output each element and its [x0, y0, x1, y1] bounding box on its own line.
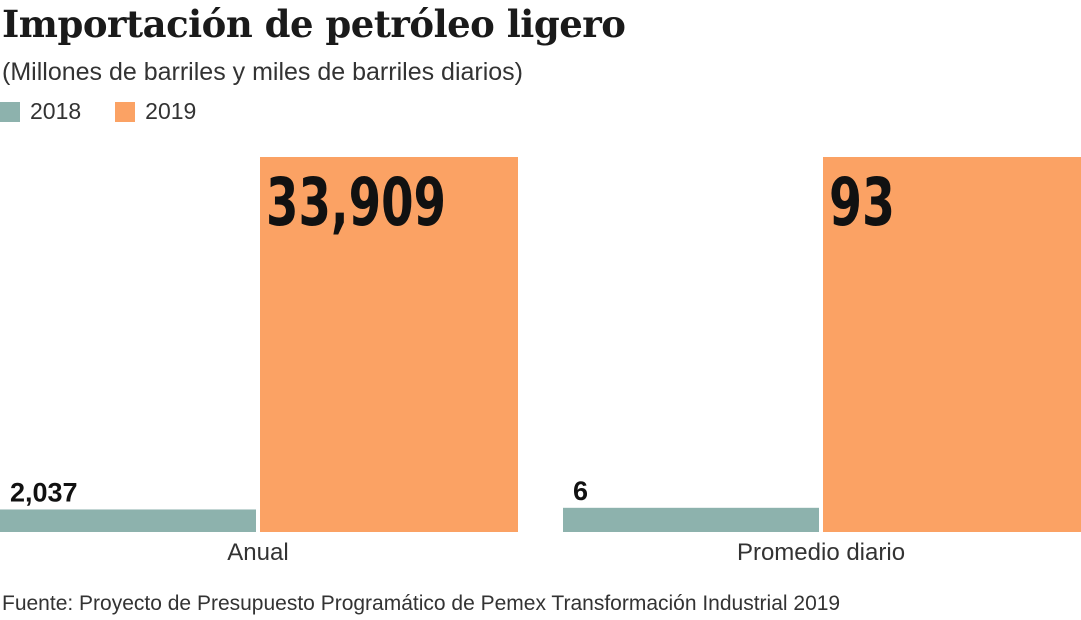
bar-2018-1 — [563, 507, 819, 532]
bar-2019-1 — [823, 157, 1081, 532]
data-label-2019-1: 93 — [829, 164, 895, 241]
chart-title: Importación de petróleo ligero — [2, 2, 626, 46]
source-note: Fuente: Proyecto de Presupuesto Programá… — [2, 592, 841, 615]
legend-item-2018: 2018 — [0, 98, 81, 125]
data-label-2019-0: 33,909 — [266, 164, 446, 241]
bar-2019-0 — [260, 157, 518, 532]
chart-subtitle: (Millones de barriles y miles de barrile… — [2, 58, 524, 86]
category-label-0: Anual — [227, 539, 288, 566]
data-label-2018-1: 6 — [573, 476, 588, 506]
legend-swatch-2019 — [115, 101, 136, 122]
legend: 2018 2019 — [0, 98, 230, 125]
legend-swatch-2018 — [0, 101, 20, 122]
legend-label-2018: 2018 — [30, 98, 82, 124]
legend-label-2019: 2019 — [145, 98, 197, 124]
bar-2018-0 — [0, 509, 256, 532]
data-label-2018-0: 2,037 — [10, 477, 78, 507]
category-label-1: Promedio diario — [737, 539, 905, 566]
legend-item-2019: 2019 — [115, 98, 196, 125]
